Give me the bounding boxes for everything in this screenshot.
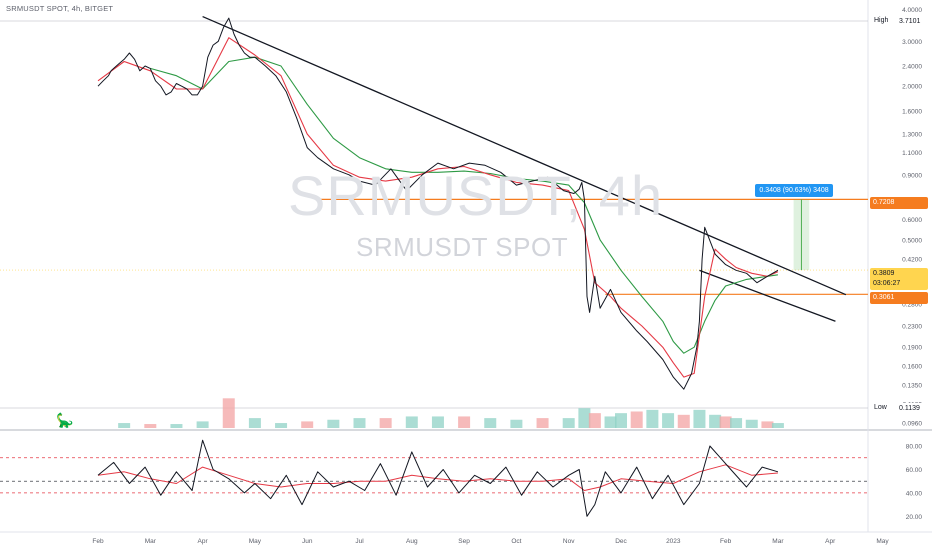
volume-bar-24 (662, 413, 675, 428)
time-tick-label-6: Aug (406, 538, 418, 545)
measure-tool-label[interactable]: 0.3408 (90.63%) 3408 (755, 184, 833, 197)
rsi-line (97, 439, 779, 517)
volume-bar-25 (677, 414, 690, 428)
price-tick-label-5: 1.3000 (902, 131, 922, 138)
price-tick-label-9: 0.6000 (902, 217, 922, 224)
ema-fast-line (97, 37, 779, 378)
current-price: 0.3809 (873, 270, 895, 277)
price-tick-label-3: 2.0000 (902, 84, 922, 91)
time-tick-label-0: Feb (92, 538, 104, 545)
price-tick-label-17: 0.1350 (902, 383, 922, 390)
rsi-tick-label-1: 60.00 (906, 467, 923, 474)
time-tick-label-10: Dec (615, 538, 627, 545)
time-tick-label-2: Apr (198, 538, 209, 545)
price-tick-label-4: 1.6000 (902, 108, 922, 115)
volume-bar-14 (484, 418, 497, 428)
volume-bar-3 (196, 421, 209, 428)
time-tick-label-8: Oct (511, 538, 521, 545)
high-label: High (874, 17, 889, 24)
low-label: Low (874, 404, 887, 411)
volume-bar-27 (709, 414, 722, 428)
high-value-tag: 3.7101 (896, 16, 928, 28)
volume-bar-0 (118, 423, 131, 428)
price-tick-label-1: 3.0000 (902, 39, 922, 46)
volume-bar-16 (536, 418, 549, 428)
price-tick-label-15: 0.1900 (902, 345, 922, 352)
price-tick-label-13: 0.2800 (902, 302, 922, 309)
price-tick-label-19: 0.0960 (902, 420, 922, 427)
volume-bar-6 (275, 423, 288, 428)
volume-bar-8 (327, 419, 340, 428)
volume-bar-1 (144, 424, 157, 428)
price-tick-label-11: 0.4200 (902, 257, 922, 264)
symbol-header: SRMUSDT SPOT, 4h, BITGET (6, 4, 114, 13)
volume-bar-9 (353, 418, 366, 428)
volume-bar-13 (458, 416, 471, 428)
time-tick-label-7: Sep (458, 538, 470, 545)
price-tick-label-7: 0.9000 (902, 172, 922, 179)
bar-countdown: 03:06:27 (873, 280, 901, 287)
trendline-1 (699, 269, 836, 322)
volume-bar-20 (604, 416, 617, 428)
time-tick-label-1: Mar (145, 538, 157, 545)
rsi-tick-label-3: 20.00 (906, 514, 923, 521)
volume-bar-12 (431, 416, 444, 428)
price-tick-label-16: 0.1600 (902, 364, 922, 371)
volume-bar-21 (615, 413, 627, 428)
volume-bar-31 (761, 421, 774, 428)
rsi-ma-line (97, 464, 778, 491)
time-tick-label-14: Apr (825, 538, 836, 545)
volume-bar-4 (222, 398, 235, 428)
volume-bar-22 (630, 411, 643, 428)
volume-bar-7 (301, 421, 314, 428)
volume-bar-28 (719, 416, 732, 428)
price-tick-label-2: 2.4000 (902, 64, 922, 71)
current-price-tag[interactable]: 0.3809 03:06:27 (870, 268, 928, 290)
volume-bar-29 (730, 418, 743, 428)
volume-bar-5 (248, 418, 261, 428)
resistance-price-tag[interactable]: 0.7208 (870, 197, 928, 209)
rsi-tick-label-0: 80.00 (906, 444, 923, 451)
price-line (97, 17, 779, 390)
volume-bar-18 (578, 408, 591, 428)
time-tick-label-12: Feb (720, 538, 732, 545)
volume-bar-17 (562, 418, 575, 428)
volume-bar-19 (588, 413, 601, 428)
time-tick-label-11: 2023 (666, 538, 681, 545)
low-value-tag: 0.1139 (896, 403, 928, 415)
time-tick-label-13: Mar (772, 538, 784, 545)
price-tick-label-14: 0.2300 (902, 323, 922, 330)
volume-bar-26 (693, 409, 706, 428)
price-tick-label-0: 4.0000 (902, 7, 922, 14)
volume-bar-15 (510, 419, 523, 428)
price-tick-label-6: 1.1000 (902, 150, 922, 157)
volume-bar-11 (405, 416, 418, 428)
watermark-subtitle: SRMUSDT SPOT (356, 232, 569, 262)
volume-bar-30 (745, 419, 758, 428)
volume-bar-2 (170, 424, 183, 428)
time-tick-label-5: Jul (355, 538, 364, 545)
volume-bar-23 (646, 409, 659, 428)
ema-slow-line (150, 56, 778, 354)
trendline-0 (202, 15, 847, 296)
time-tick-label-4: Jun (302, 538, 313, 545)
time-tick-label-15: May (876, 538, 889, 545)
time-tick-label-3: May (249, 538, 262, 545)
rsi-tick-label-2: 40.00 (906, 490, 923, 497)
volume-bar-32 (771, 423, 784, 428)
price-tick-label-10: 0.5000 (902, 237, 922, 244)
dinosaur-icon: 🦕 (56, 412, 74, 428)
volume-bar-10 (379, 418, 392, 428)
support-price-tag[interactable]: 0.3061 (870, 292, 928, 304)
watermark-ticker: SRMUSDT, 4h (288, 164, 664, 227)
time-tick-label-9: Nov (563, 538, 575, 545)
